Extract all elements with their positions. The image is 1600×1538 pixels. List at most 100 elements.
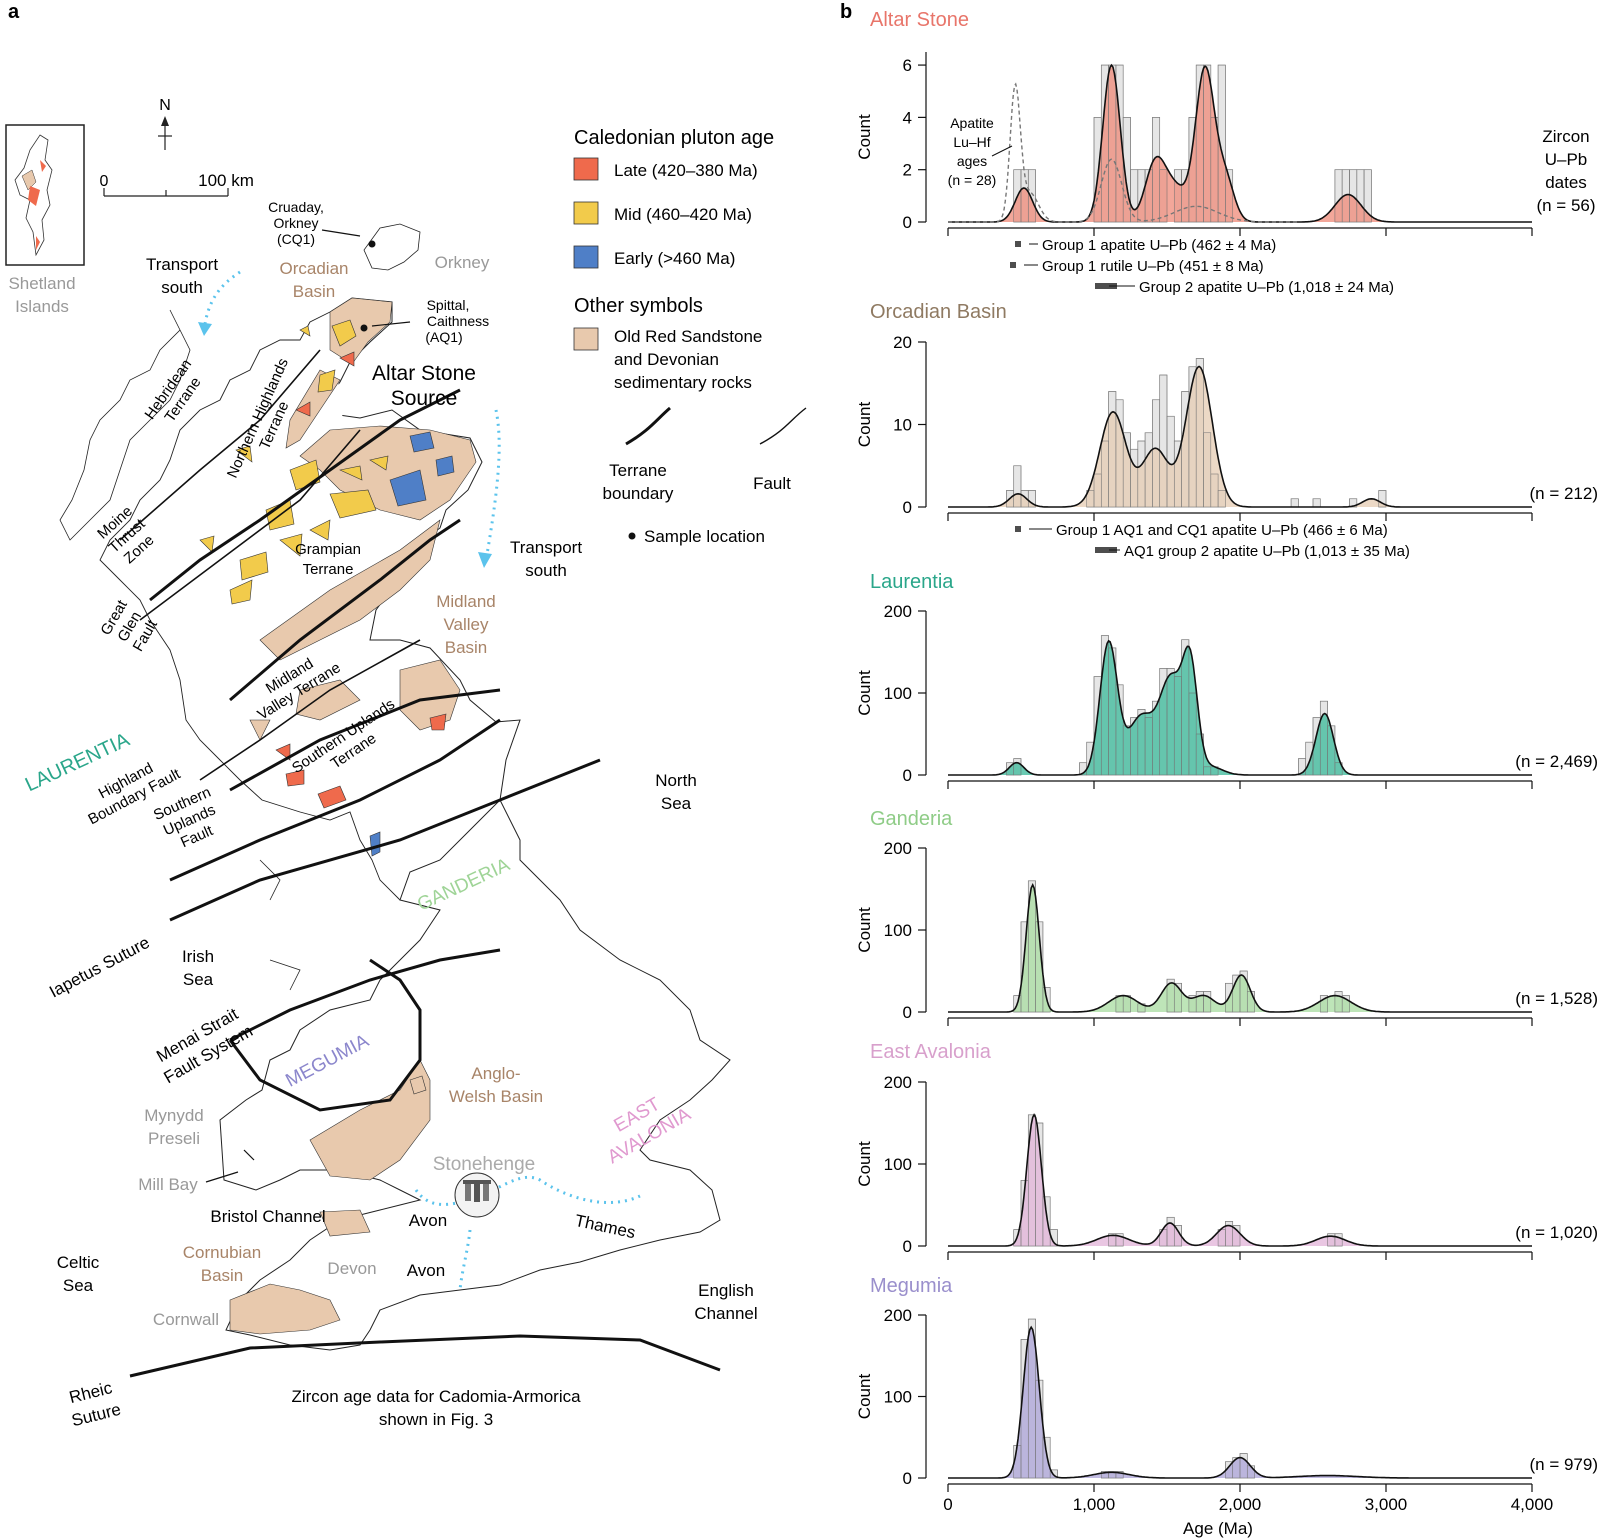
transport-south-2b: south: [525, 561, 567, 580]
avon-label-1: Avon: [409, 1211, 447, 1230]
legend-sample-label: Sample location: [644, 527, 765, 546]
map-legend: Caledonian pluton age Late (420–380 Ma) …: [573, 127, 807, 546]
cornubian-label-1: Cornubian: [183, 1243, 261, 1262]
age-error-bar: [1015, 241, 1021, 247]
orcadian-label-2: Basin: [293, 282, 336, 301]
histogram-bar-outline: [1232, 1225, 1241, 1247]
stonehenge-icon: [454, 1172, 500, 1218]
y-axis-label: Count: [855, 402, 874, 448]
panel-b-label: b: [840, 1, 852, 23]
legend-sandstone-label-1: Old Red Sandstone: [614, 327, 762, 346]
y-axis-label: Count: [855, 1141, 874, 1187]
legend-early-swatch: [573, 245, 599, 269]
y-tick-label: 6: [903, 56, 912, 75]
legend-fault-label: Fault: [753, 474, 791, 493]
midland-basin-label-2: Valley: [443, 615, 489, 634]
histogram-bar-outline: [1159, 169, 1168, 223]
aq1-leader: [371, 321, 411, 327]
legend-sandstone-swatch: [573, 327, 599, 351]
anglo-welsh-label-1: Anglo-: [471, 1064, 520, 1083]
histogram-bar-outline: [1203, 991, 1212, 1013]
celtic-sea-label-2: Sea: [63, 1276, 94, 1295]
spittal-label-3: (AQ1): [425, 329, 462, 345]
histogram-bar-outline: [1028, 490, 1036, 508]
y-tick-label: 100: [884, 921, 912, 940]
transport-south-2a: Transport: [510, 538, 582, 557]
english-channel-label-2: Channel: [694, 1304, 757, 1323]
annotation-text: Group 1 apatite U–Pb (462 ± 4 Ma): [1042, 237, 1276, 254]
scale-bar: [103, 188, 229, 197]
orcadian-label-1: Orcadian: [280, 259, 349, 278]
shetland-label-1: Shetland: [8, 274, 75, 293]
y-tick-label: 0: [903, 1469, 912, 1488]
histogram-bar-outline: [1378, 490, 1387, 508]
kde-line: [948, 63, 1532, 223]
kde-fill: [948, 366, 1532, 507]
cornubian-label-2: Basin: [201, 1266, 244, 1285]
stonehenge-label: Stonehenge: [433, 1154, 536, 1175]
y-tick-label: 100: [884, 1155, 912, 1174]
histogram-bar-outline: [1115, 1471, 1124, 1479]
histogram-bar-outline: [1225, 169, 1233, 223]
mynydd-label-1: Mynydd: [144, 1106, 204, 1125]
anglo-welsh-label-2: Welsh Basin: [449, 1087, 543, 1106]
irish-sea-label-1: Irish: [182, 947, 214, 966]
chart-title: Ganderia: [870, 808, 953, 830]
histogram-2: Laurentia 0 100 200 Count (n = 2,469): [855, 571, 1598, 789]
cruaday-label-1: Cruaday,: [268, 199, 324, 215]
histogram-bar-outline: [1028, 169, 1036, 223]
kde-line: [948, 1325, 1532, 1479]
orkney-outline: [363, 223, 421, 271]
north-arrow: [158, 116, 172, 150]
y-axis-label: Count: [855, 670, 874, 716]
mynydd-label-2: Preseli: [148, 1129, 200, 1148]
histogram-0: Altar Stone 0 2 4 6 Count Zircon U–Pb dates (n = …: [855, 9, 1596, 296]
shetland-inset: [5, 124, 85, 266]
legend-terrane-label-2: boundary: [603, 484, 674, 503]
aq1-sample-dot: [360, 324, 368, 332]
legend-sandstone-label-3: sedimentary rocks: [614, 373, 752, 392]
north-sea-label-1: North: [655, 771, 697, 790]
early-plutons: [369, 431, 455, 857]
zircon-label-3: (n = 56): [1536, 196, 1595, 215]
histogram-bar-outline: [1334, 1233, 1343, 1247]
devon-label: Devon: [327, 1259, 376, 1278]
zircon-label-1: U–Pb: [1545, 150, 1588, 169]
legend-title: Caledonian pluton age: [574, 127, 774, 149]
chart-title: Laurentia: [870, 571, 954, 593]
histogram-bar-outline: [1013, 758, 1022, 776]
legend-early-label: Early (>460 Ma): [614, 249, 735, 268]
zircon-label-0: Zircon: [1542, 127, 1589, 146]
histogram-bar-outline: [1049, 1229, 1058, 1247]
chart-title: Orcadian Basin: [870, 301, 1007, 323]
histogram-bar-outline: [1217, 490, 1226, 508]
terrane-boundaries: [129, 388, 721, 1378]
preseli-leader: [243, 1149, 255, 1161]
y-tick-label: 100: [884, 684, 912, 703]
apatite-label-1: Lu–Hf: [953, 134, 990, 150]
legend-sandstone-label-2: and Devonian: [614, 350, 719, 369]
age-error-bar: [1095, 547, 1117, 553]
zircon-label-2: dates: [1545, 173, 1587, 192]
grampian-label-2: Terrane: [303, 561, 354, 578]
legend-mid-label: Mid (460–420 Ma): [614, 205, 752, 224]
transport-arrowhead-1: [198, 322, 212, 336]
cq1-leader: [321, 229, 361, 237]
histogram-bar-outline: [1217, 64, 1226, 223]
altar-source-label-2: Source: [391, 387, 458, 410]
celtic-sea-label-1: Celtic: [57, 1253, 100, 1272]
kde-line: [948, 365, 1532, 508]
faults: [119, 349, 421, 781]
spittal-label-1: Spittal,: [427, 297, 470, 313]
midland-basin-label-3: Basin: [445, 638, 488, 657]
ireland-edge: [259, 859, 301, 991]
apatite-label-2: ages: [957, 153, 987, 169]
panel-a-label: a: [8, 1, 20, 23]
transport-south-1a: Transport: [146, 255, 218, 274]
legend-terrane-label-1: Terrane: [609, 461, 667, 480]
grampian-label-1: Grampian: [295, 541, 361, 558]
age-error-bar: [1010, 262, 1016, 268]
histogram-bar-outline: [1174, 983, 1182, 1013]
chart-title: Altar Stone: [870, 9, 969, 31]
cadomia-label-1: Zircon age data for Cadomia-Armorica: [291, 1387, 581, 1406]
